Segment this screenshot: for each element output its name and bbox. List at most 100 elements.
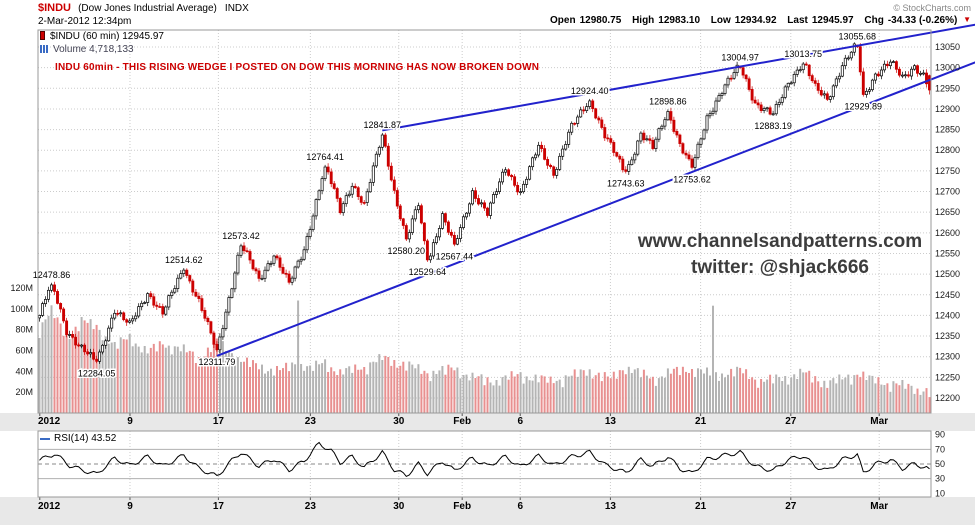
down-arrow-icon: ▼ (963, 15, 971, 24)
svg-text:13: 13 (605, 501, 617, 512)
xaxis-strip-bottom (0, 497, 975, 525)
svg-text:12580.20: 12580.20 (388, 246, 426, 256)
svg-text:60M: 60M (15, 346, 33, 356)
svg-text:12883.19: 12883.19 (754, 121, 792, 131)
svg-text:13013.75: 13013.75 (784, 49, 822, 59)
candlesticks (38, 42, 931, 364)
low-value: 12934.92 (734, 15, 777, 26)
svg-text:12924.40: 12924.40 (571, 86, 609, 96)
svg-text:40M: 40M (15, 366, 33, 376)
svg-text:12753.62: 12753.62 (673, 174, 711, 184)
open-label: Open (550, 15, 576, 26)
svg-text:30: 30 (393, 501, 405, 512)
svg-text:12764.41: 12764.41 (306, 152, 344, 162)
open-value: 12980.75 (579, 15, 622, 26)
svg-text:Mar: Mar (870, 501, 888, 512)
volume-legend: Volume 4,718,133 (40, 44, 134, 55)
svg-text:90: 90 (935, 430, 945, 440)
svg-text:12600: 12600 (935, 228, 960, 238)
svg-text:6: 6 (517, 416, 523, 427)
stockcharts-copyright-link[interactable]: © StockCharts.com (893, 3, 971, 13)
svg-text:12900: 12900 (935, 104, 960, 114)
series-legend-label: $INDU (60 min) 12945.97 (50, 31, 164, 42)
volume-bars-icon (40, 45, 49, 53)
svg-text:17: 17 (213, 501, 225, 512)
svg-text:9: 9 (127, 501, 133, 512)
svg-text:12500: 12500 (935, 269, 960, 279)
high-value: 12983.10 (658, 15, 701, 26)
high-label: High (632, 15, 655, 26)
svg-text:12950: 12950 (935, 83, 960, 93)
watermark: www.channelsandpatterns.com twitter: @sh… (590, 229, 970, 281)
svg-text:13000: 13000 (935, 63, 960, 73)
svg-text:Feb: Feb (453, 416, 471, 427)
svg-text:12650: 12650 (935, 207, 960, 217)
svg-text:23: 23 (305, 501, 317, 512)
svg-text:30: 30 (393, 416, 405, 427)
svg-text:9: 9 (127, 416, 133, 427)
svg-text:21: 21 (695, 416, 707, 427)
svg-text:80M: 80M (15, 325, 33, 335)
last-value: 12945.97 (811, 15, 854, 26)
svg-text:12750: 12750 (935, 166, 960, 176)
svg-text:12700: 12700 (935, 187, 960, 197)
gridlines (38, 30, 931, 497)
candlestick-icon (40, 31, 45, 40)
volume-axis-labels: 120M 100M 80M 60M 40M 20M (10, 283, 33, 397)
svg-text:120M: 120M (10, 283, 33, 293)
svg-text:27: 27 (785, 501, 797, 512)
svg-text:12300: 12300 (935, 352, 960, 362)
svg-text:12550: 12550 (935, 249, 960, 259)
svg-text:12284.05: 12284.05 (78, 368, 116, 378)
svg-text:12478.86: 12478.86 (33, 270, 71, 280)
xaxis-strip-top (0, 413, 975, 431)
rsi-legend: RSI(14) 43.52 (40, 433, 116, 444)
svg-text:12311.79: 12311.79 (198, 357, 235, 367)
svg-text:12743.63: 12743.63 (607, 179, 645, 189)
svg-text:12350: 12350 (935, 331, 960, 341)
exchange-label: INDX (224, 3, 249, 14)
svg-text:2012: 2012 (38, 416, 61, 427)
svg-text:2012: 2012 (38, 501, 61, 512)
svg-text:Mar: Mar (870, 416, 888, 427)
svg-text:50: 50 (935, 459, 945, 469)
svg-text:12400: 12400 (935, 310, 960, 320)
svg-text:6: 6 (517, 501, 523, 512)
svg-text:27: 27 (785, 416, 797, 427)
svg-text:30: 30 (935, 474, 945, 484)
wedge-upper-trendline (382, 23, 975, 132)
svg-text:12200: 12200 (935, 393, 960, 403)
svg-text:12841.87: 12841.87 (364, 120, 402, 130)
svg-text:70: 70 (935, 444, 945, 454)
svg-text:100M: 100M (10, 304, 33, 314)
change-label: Chg (864, 15, 884, 26)
svg-text:20M: 20M (15, 387, 33, 397)
date-axis-labels: 2012 2012 9 9 17 17 23 23 30 30 Feb Feb 6 6 13 13 21 21 27… (38, 413, 888, 512)
low-label: Low (710, 15, 731, 26)
svg-text:13: 13 (605, 416, 617, 427)
svg-text:12800: 12800 (935, 145, 960, 155)
main-panel-border (37, 29, 932, 414)
rsi-line (39, 441, 930, 478)
volume-legend-label: Volume 4,718,133 (53, 44, 134, 55)
svg-text:23: 23 (305, 416, 317, 427)
svg-text:12929.89: 12929.89 (845, 102, 883, 112)
watermark-twitter: twitter: @shjack666 (691, 257, 869, 278)
svg-text:13004.97: 13004.97 (721, 53, 759, 63)
svg-text:12898.86: 12898.86 (649, 96, 687, 106)
rsi-line-icon (40, 433, 50, 440)
svg-text:10: 10 (935, 488, 945, 498)
rsi-legend-label: RSI(14) 43.52 (54, 433, 117, 444)
svg-text:12514.62: 12514.62 (165, 255, 203, 265)
quote-strip: Open 12980.75 High 12983.10 Low 12934.92 La… (550, 15, 971, 26)
chart-datetime: 2-Mar-2012 12:34pm (38, 16, 132, 27)
price-axis-labels: 13050 13000 12950 12900 12850 12800 12750 12700… (935, 42, 960, 403)
svg-text:Feb: Feb (453, 501, 471, 512)
svg-text:12573.42: 12573.42 (222, 231, 260, 241)
series-legend: $INDU (60 min) 12945.97 (40, 31, 164, 42)
svg-text:12250: 12250 (935, 372, 960, 382)
price-swing-labels: 12478.86 12284.05 12514.62 12311.79 12573.42… (31, 30, 883, 380)
chart-title: $INDU (Dow Jones Industrial Average) IND… (38, 2, 249, 14)
